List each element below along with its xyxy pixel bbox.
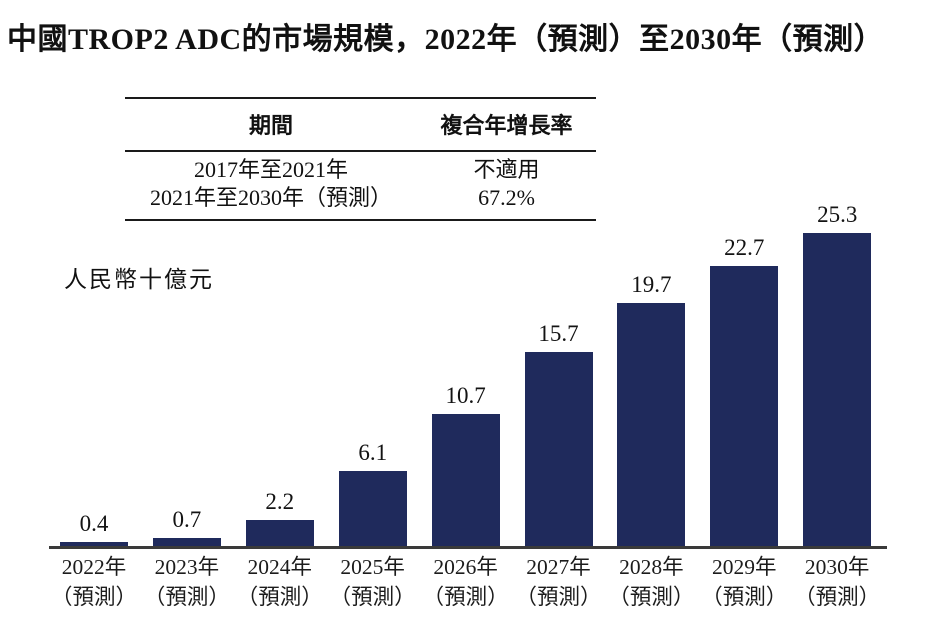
cagr-cell: 不適用 <box>473 157 540 182</box>
bar <box>617 302 686 547</box>
bar-group: 22.7 <box>698 235 790 547</box>
bar-group: 0.4 <box>48 511 140 547</box>
x-axis-label: 2024年 （預測） <box>234 553 326 612</box>
bar <box>710 265 779 547</box>
x-axis-label: 2029年 （預測） <box>698 553 790 612</box>
bar-value-label: 0.4 <box>79 511 109 537</box>
x-axis-label-year: 2027年 <box>526 555 591 579</box>
bar-value-label: 19.7 <box>631 271 672 297</box>
x-axis-label-year: 2023年 <box>154 555 220 579</box>
cagr-cell: 67.2% <box>478 185 535 211</box>
bar <box>60 542 128 547</box>
bar-group: 25.3 <box>791 202 883 547</box>
x-axis-label: 2027年 （預測） <box>513 553 605 612</box>
x-axis-label-note: （預測） <box>50 584 137 609</box>
x-axis-label-year: 2030年 <box>804 555 870 579</box>
x-axis-label: 2028年 （預測） <box>605 553 697 612</box>
x-axis-label: 2025年 （預測） <box>327 553 419 612</box>
table-row: 2021年至2030年（預測） 67.2% <box>125 184 596 220</box>
x-axis-label: 2022年 （預測） <box>48 553 140 612</box>
x-axis-label: 2026年 （預測） <box>420 553 512 612</box>
table-header-period: 期間 <box>249 113 294 138</box>
bar-value-label: 6.1 <box>358 440 388 466</box>
bar <box>338 471 407 547</box>
x-axis-label-year: 2026年 <box>433 555 498 579</box>
table-row: 2017年至2021年 不適用 <box>125 151 596 184</box>
bar-group: 15.7 <box>513 321 605 547</box>
bar-value-label: 15.7 <box>538 321 579 347</box>
x-axis-label-note: （預測） <box>143 584 230 609</box>
bar <box>524 352 593 547</box>
bar <box>152 538 221 547</box>
bar-value-label: 2.2 <box>265 488 295 514</box>
table-header-cagr: 複合年增長率 <box>440 113 573 138</box>
bar-value-label: 0.7 <box>172 507 202 533</box>
y-axis-unit-label: 人民幣十億元 <box>64 267 214 292</box>
bar <box>803 233 872 547</box>
x-axis-label-note: （預測） <box>515 584 602 609</box>
bar-value-label: 10.7 <box>445 383 486 409</box>
x-axis-label-year: 2028年 <box>619 555 684 579</box>
x-axis-label: 2023年 （預測） <box>141 553 233 612</box>
bar-group: 2.2 <box>234 489 326 547</box>
x-axis-label-note: （預測） <box>329 584 416 609</box>
chart-title: 中國TROP2 ADC的市場規模，2022年（預測）至2030年（預測） <box>7 23 885 56</box>
bar-group: 19.7 <box>605 272 697 547</box>
bar <box>431 414 500 547</box>
period-cell: 2021年至2030年（預測） <box>150 185 393 211</box>
x-axis-label-year: 2029年 <box>712 555 777 579</box>
bar-group: 10.7 <box>420 383 512 547</box>
x-axis-label: 2030年 （預測） <box>791 553 883 612</box>
x-axis-label-note: （預測） <box>608 584 695 609</box>
cagr-table: 期間 複合年增長率 2017年至2021年 不適用 2021年至2030年（預測… <box>125 97 596 222</box>
x-axis-line <box>49 546 887 549</box>
x-axis-label-year: 2022年 <box>61 555 127 579</box>
x-axis-label-year: 2024年 <box>247 555 313 579</box>
bar-group: 0.7 <box>141 507 233 547</box>
x-axis-label-year: 2025年 <box>340 555 405 579</box>
bar <box>245 519 314 547</box>
x-axis-label-note: （預測） <box>794 584 881 609</box>
bar-value-label: 22.7 <box>724 234 765 260</box>
x-axis-label-note: （預測） <box>701 584 788 609</box>
bar-chart-plot-area: 0.4 0.7 2.2 6.1 10.7 15.7 19.7 22.7 25.3 <box>48 202 883 547</box>
bar-group: 6.1 <box>327 440 419 547</box>
x-axis-label-note: （預測） <box>236 584 323 609</box>
x-axis-label-note: （預測） <box>422 584 509 609</box>
cagr-table-header-row: 期間 複合年增長率 <box>125 98 596 151</box>
bar-value-label: 25.3 <box>817 202 858 228</box>
period-cell: 2017年至2021年 <box>194 157 349 182</box>
